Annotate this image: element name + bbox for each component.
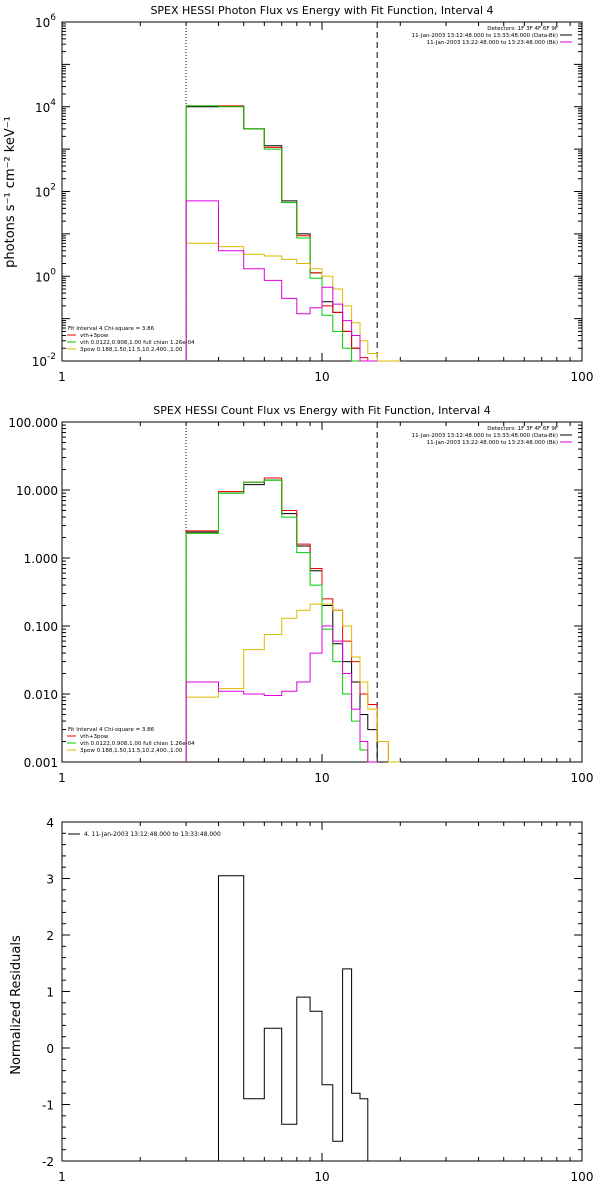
y-tick-label: 0.001 [24,756,58,770]
photon-flux-legend-left: Fit Interval 4 Chi-square = 3.86vth+3pow… [67,326,195,353]
x-tick-label: 1 [58,370,66,384]
x-tick-label: 100 [571,370,594,384]
legend-left-entry: Fit Interval 4 Chi-square = 3.86 [68,326,155,332]
legend-left-entry: Fit Interval 4 Chi-square = 3.86 [68,727,155,733]
y-tick-label: 100.000 [8,416,58,430]
series-bk [185,625,378,763]
y-tick-label: 0 [46,1042,54,1056]
count-flux-axes: 1 10 100 0.001 0.010 0.100 1.000 10.000 100.000 [8,416,593,785]
y-tick-label: 1 [46,986,54,1000]
y-tick-label: 104 [35,98,56,115]
x-tick-label: 10 [314,370,329,384]
residuals-axes: 1 10 100 -2 -1 0 1 2 3 4 [42,816,593,1184]
legend-right-entry: 11-Jan-2003 13:12:48.000 to 13:33:48.000… [412,33,558,39]
legend-left-entry: vth 0.0122,0.908,1.00 full chian 1.26e-0… [80,741,195,747]
series-4-11-jan-2003-13-12-48-000-to-13-33-48-000 [218,875,378,1162]
legend-entry: 4. 11-Jan-2003 13:12:48.000 to 13:33:48.… [84,831,221,838]
legend-right-entry: Detectors: 1F 3F 4F 6F 9F [487,426,558,432]
y-tick-label: 102 [35,183,56,200]
series-data-bk [185,105,361,361]
legend-left-entry: vth+3pow [80,333,109,339]
residuals-ylabel: Normalized Residuals [9,935,24,1075]
legend-right-entry: 11-Jan-2003 13:22:48.000 to 13:23:48.000… [427,440,558,446]
legend-right-entry: 11-Jan-2003 13:12:48.000 to 13:33:48.000… [412,433,558,439]
x-tick-label: 1 [58,771,66,785]
y-tick-label: 10.000 [16,484,58,498]
y-tick-label: 1.000 [24,552,58,566]
count-flux-series [185,477,401,763]
count-flux-title: SPEX HESSI Count Flux vs Energy with Fit… [153,404,490,417]
residuals-series [218,875,378,1162]
legend-left-entry: vth 0.0122,0.908,1.00 full chian 1.26e-0… [80,340,195,346]
y-tick-label: 3 [46,873,54,887]
y-tick-label: 0.100 [24,620,58,634]
legend-left-entry: 3pow 0.188,1.50,11.5,10.2,400.,1.00 [80,347,183,353]
residuals-panel: Normalized Residuals 1 10 100 -2 -1 0 1 2 3 4 4. … [9,816,593,1184]
series-3pow [185,603,401,763]
x-tick-label: 10 [314,771,329,785]
x-tick-label: 100 [571,1170,594,1184]
x-tick-label: 1 [58,1170,66,1184]
y-tick-label: 106 [35,13,56,30]
series-vth [185,105,378,362]
y-tick-label: 4 [46,816,54,830]
count-flux-panel: SPEX HESSI Count Flux vs Energy with Fit… [8,404,593,785]
y-tick-label: 100 [35,267,56,284]
series-3pow [185,242,401,362]
series-bk [185,200,378,362]
y-tick-label: 0.010 [24,688,58,702]
residuals-plot-frame [61,821,583,1162]
legend-left-entry: 3pow 0.188,1.50,11.5,10.2,400.,1.00 [80,748,183,754]
y-tick-label: 10-2 [32,352,56,369]
series-vth [185,479,378,763]
photon-flux-series [185,105,401,362]
y-tick-label: -2 [42,1155,54,1169]
photon-flux-axes: 1 10 100 10-2 100 102 104 106 [32,13,594,384]
photon-flux-ylabel: photons s⁻¹ cm⁻² keV⁻¹ [3,116,18,268]
count-flux-reference-lines [185,422,378,762]
count-flux-legend-left: Fit Interval 4 Chi-square = 3.86vth+3pow… [67,727,195,754]
x-tick-label: 10 [314,1170,329,1184]
legend-right-entry: Detectors: 1F 3F 4F 6F 9F [487,26,558,32]
photon-flux-title: SPEX HESSI Photon Flux vs Energy with Fi… [150,4,493,17]
legend-left-entry: vth+3pow [80,734,109,740]
legend-right-entry: 11-Jan-2003 13:22:48.000 to 13:23:48.000… [427,40,558,46]
photon-flux-panel: SPEX HESSI Photon Flux vs Energy with Fi… [3,4,593,384]
x-tick-label: 100 [571,771,594,785]
residuals-legend: 4. 11-Jan-2003 13:12:48.000 to 13:33:48.… [68,831,221,838]
y-tick-label: -1 [42,1099,54,1113]
y-tick-label: 2 [46,929,54,943]
